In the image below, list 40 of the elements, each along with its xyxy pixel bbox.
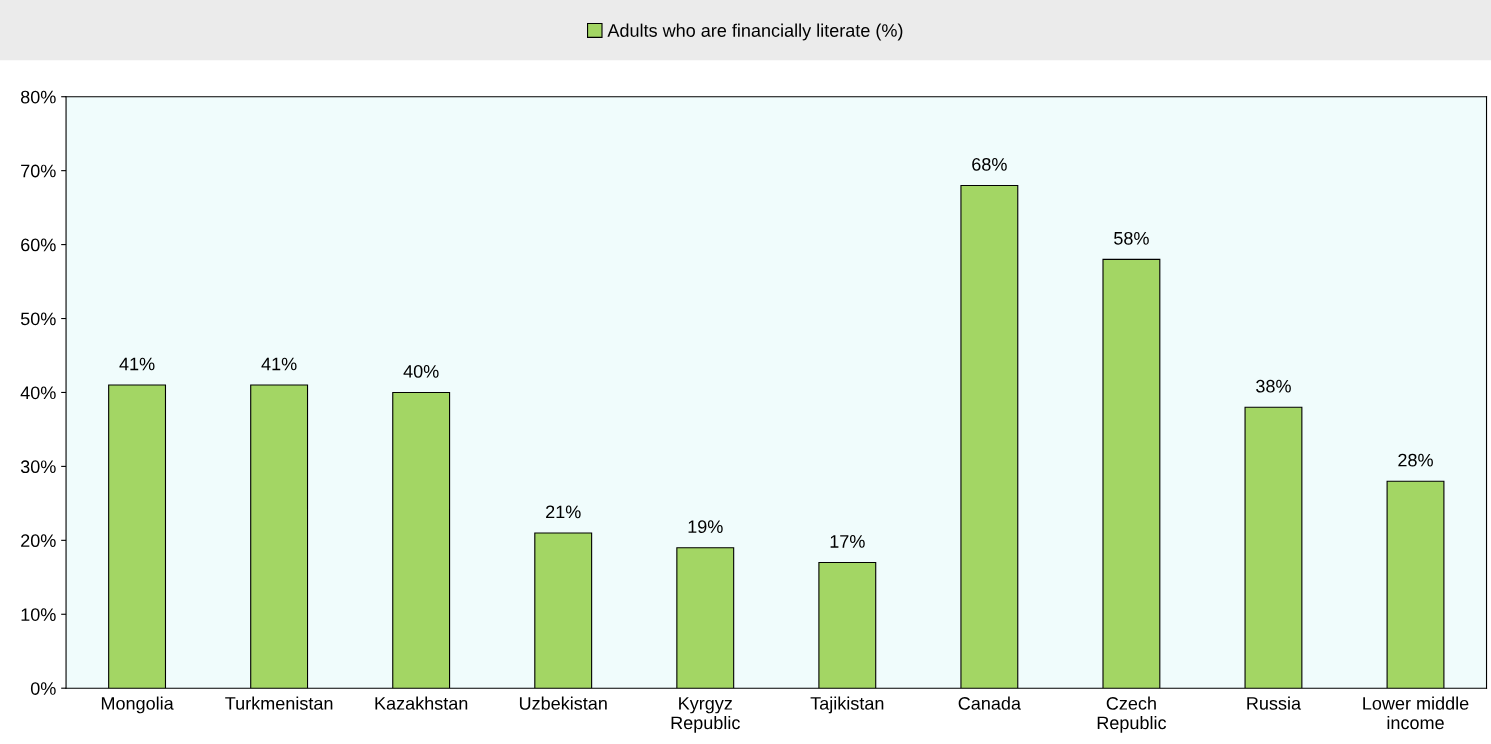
y-tick-label: 60% [21, 238, 56, 252]
data-label: 28% [1398, 453, 1433, 467]
data-label: 17% [830, 535, 865, 548]
y-tick-label: 80% [20, 90, 56, 104]
bar [676, 547, 735, 689]
bar [818, 561, 877, 689]
x-tick-label: Mongolia [101, 696, 174, 714]
x-tick-label: Russia [1247, 696, 1302, 710]
bar [250, 384, 309, 689]
x-tick-label: Kazakhstan [375, 696, 468, 710]
data-label: 41% [261, 357, 297, 371]
y-tick-label: 70% [21, 164, 56, 178]
x-tick-label: Kyrgyz Republic [671, 697, 740, 733]
x-tick-label: Uzbekistan [519, 696, 607, 710]
bar [1244, 406, 1303, 689]
x-tick-label: Tajikistan [810, 696, 884, 714]
bar [392, 391, 451, 689]
bar [960, 184, 1019, 689]
bar [534, 532, 593, 689]
y-tick-label: 40% [20, 386, 56, 400]
bar [108, 384, 167, 689]
data-label: 21% [546, 505, 581, 519]
data-label: 68% [972, 157, 1007, 171]
y-tick-label: 20% [21, 534, 56, 548]
data-label: 40% [403, 364, 439, 378]
data-label: 41% [119, 357, 155, 371]
data-label: 38% [1256, 379, 1291, 393]
y-tick-label: 30% [20, 460, 56, 474]
x-tick-label: Lower middle income [1363, 696, 1469, 730]
y-tick-label: 50% [20, 312, 56, 326]
x-tick-label: Turkmenistan [225, 696, 333, 710]
bar [1386, 480, 1445, 689]
bar [1102, 258, 1161, 689]
y-tick-label: 10% [21, 608, 56, 621]
y-tick-label: 0% [30, 682, 56, 695]
x-tick-label: Canada [958, 696, 1021, 710]
x-tick-label: Czech Republic [1097, 696, 1167, 733]
data-label: 58% [1114, 231, 1149, 245]
legend-label: Adults who are financially literate (%) [607, 23, 903, 41]
data-label: 19% [688, 520, 723, 534]
